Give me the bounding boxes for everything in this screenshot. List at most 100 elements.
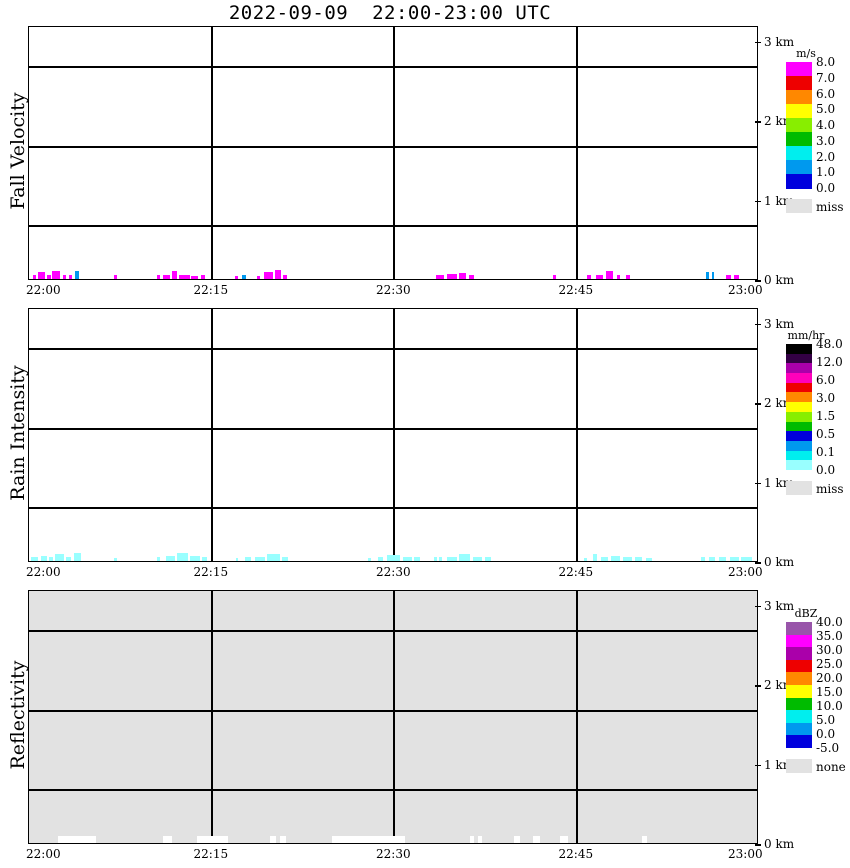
heatmap-cell — [553, 275, 557, 279]
gridline-horizontal — [29, 789, 757, 791]
colorbar-band — [786, 735, 812, 749]
heatmap-cell — [729, 556, 739, 561]
colorbar-band — [786, 647, 812, 661]
colorbar-band — [786, 363, 812, 374]
heatmap-cell — [447, 556, 457, 561]
heatmap-cell — [179, 274, 190, 279]
colorbar-band — [786, 421, 812, 432]
y-tick-mark — [755, 200, 761, 203]
y-tick-label: 3 km — [764, 316, 795, 331]
x-tick-label: 22:45 — [558, 283, 594, 297]
y-tick-mark — [755, 323, 761, 326]
colorbar-tick-label: 15.0 — [816, 685, 843, 699]
colorbar-tick-label: 3.0 — [816, 391, 836, 405]
colorbar-tick-label: 0.0 — [816, 463, 836, 477]
heatmap-cell — [48, 557, 54, 561]
gridline-vertical — [393, 591, 395, 843]
colorbar-band — [786, 132, 812, 147]
heatmap-data-gap — [477, 836, 483, 843]
heatmap-cell — [434, 556, 438, 561]
heatmap-cell — [38, 272, 46, 279]
heatmap-data-reflectivity — [29, 591, 757, 843]
colorbar-tick-label: 10.0 — [816, 699, 843, 713]
colorbar-unit-label: dBZ — [794, 607, 818, 620]
y-tick-mark — [755, 844, 761, 846]
gridline-horizontal — [29, 146, 757, 148]
colorbar-missing-label: miss — [816, 200, 844, 214]
colorbar-band — [786, 722, 812, 736]
plot-area-rain-intensity[interactable] — [28, 308, 758, 562]
heatmap-cell — [610, 555, 621, 561]
axis-label-fall-velocity: Fall Velocity — [7, 92, 29, 210]
heatmap-data-gap — [280, 836, 286, 843]
heatmap-data-gap — [331, 836, 405, 843]
x-tick-label: 22:15 — [193, 565, 229, 579]
colorbar-band — [786, 90, 812, 105]
x-tick-label: 23:00 — [728, 283, 763, 297]
colorbar-band — [786, 174, 812, 189]
heatmap-data-gap — [559, 836, 569, 843]
colorbar-tick-label: 3.0 — [816, 133, 836, 148]
gridline-horizontal — [29, 710, 757, 712]
colorbar-tick-label: 25.0 — [816, 657, 843, 671]
heatmap-cell — [55, 554, 65, 561]
colorbar-band — [786, 634, 812, 648]
colorbar-missing-swatch — [786, 481, 812, 495]
colorbar-tick-label: -5.0 — [816, 741, 840, 755]
heatmap-cell — [165, 555, 175, 561]
plot-area-reflectivity[interactable] — [28, 590, 758, 844]
gridline-vertical — [393, 309, 395, 561]
colorbar-tick-label: 1.5 — [816, 409, 836, 423]
heatmap-data-gap — [469, 836, 475, 843]
colorbar-tick-label: 1.0 — [816, 165, 836, 180]
heatmap-cell — [275, 269, 281, 279]
heatmap-cell — [616, 275, 621, 279]
colorbar-band — [786, 353, 812, 364]
y-tick-mark — [755, 562, 761, 564]
heatmap-cell — [485, 557, 492, 561]
colorbar-band — [786, 382, 812, 393]
heatmap-cell — [458, 273, 467, 279]
colorbar-band — [786, 373, 812, 384]
colorbar-tick-label: 8.0 — [816, 55, 836, 69]
colorbar-tick-label: 48.0 — [816, 337, 843, 351]
x-tick-label: 22:30 — [376, 847, 411, 861]
colorbar-band — [786, 76, 812, 91]
heatmap-cell — [623, 556, 632, 561]
heatmap-data-fall-velocity — [29, 27, 757, 279]
colorbar-tick-label: 35.0 — [816, 629, 843, 643]
colorbar-band — [786, 146, 812, 161]
colorbar-tick-label: 6.0 — [816, 86, 836, 101]
heatmap-cell — [31, 557, 39, 561]
heatmap-cell — [32, 275, 36, 279]
x-tick-label: 23:00 — [728, 847, 763, 861]
heatmap-cell — [52, 270, 61, 279]
heatmap-cell — [734, 275, 739, 279]
heatmap-cell — [645, 558, 652, 561]
heatmap-data-gap — [269, 836, 276, 843]
heatmap-cell — [201, 274, 205, 279]
heatmap-cell — [162, 274, 170, 279]
axis-label-rain-intensity: Rain Intensity — [7, 365, 29, 501]
heatmap-data-gap — [163, 836, 173, 843]
heatmap-cell — [386, 555, 400, 561]
colorbar-band — [786, 622, 812, 636]
plot-area-fall-velocity[interactable] — [28, 26, 758, 280]
colorbar-band — [786, 450, 812, 461]
heatmap-cell — [62, 275, 67, 279]
colorbar-tick-label: 20.0 — [816, 671, 843, 685]
y-tick-mark — [755, 482, 761, 485]
heatmap-cell — [402, 556, 412, 561]
colorbar-band — [786, 460, 812, 471]
heatmap-cell — [718, 557, 727, 561]
gridline-horizontal — [29, 348, 757, 350]
heatmap-cell — [255, 557, 265, 561]
heatmap-cell — [634, 557, 643, 561]
heatmap-cell — [726, 275, 732, 279]
gridline-horizontal — [29, 428, 757, 430]
heatmap-cell — [73, 553, 81, 561]
heatmap-cell — [377, 557, 384, 561]
gridline-horizontal — [29, 507, 757, 509]
colorbar-tick-label: 12.0 — [816, 355, 843, 369]
x-tick-label: 22:45 — [558, 847, 594, 861]
